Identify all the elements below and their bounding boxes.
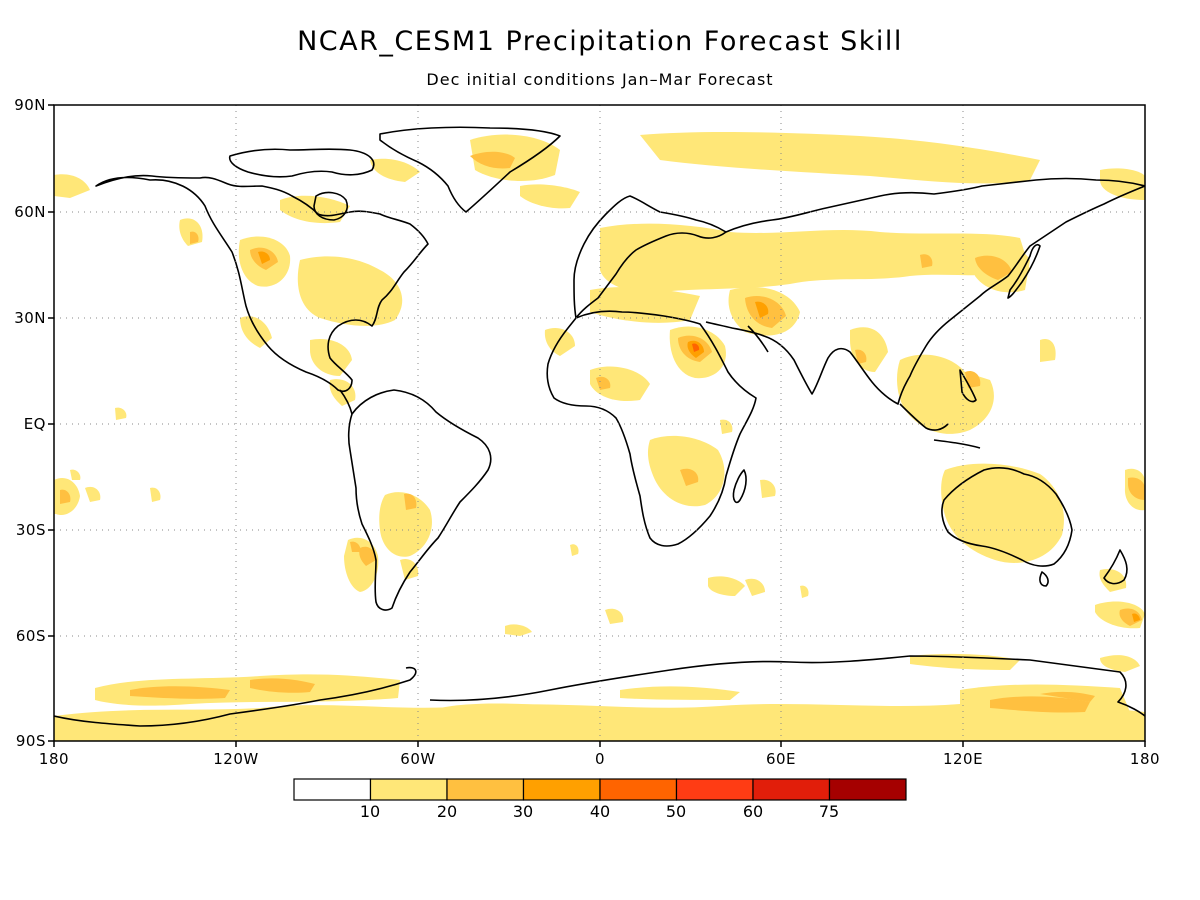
lat-label-60s: 60S — [15, 627, 46, 645]
lat-label-60n: 60N — [14, 203, 46, 221]
lon-label-60w: 60W — [400, 750, 436, 768]
colorbar-label-60: 60 — [742, 802, 764, 821]
lon-label-180w: 180 — [38, 750, 70, 768]
colorbar-box — [599, 778, 678, 801]
map-subtitle: Dec initial conditions Jan–Mar Forecast — [426, 70, 774, 89]
colorbar-box — [828, 778, 907, 801]
coastlines — [54, 126, 1145, 727]
colorbar-box — [522, 778, 601, 801]
lon-label-120e: 120E — [942, 750, 984, 768]
colorbar-box — [369, 778, 448, 801]
colorbar-label-50: 50 — [665, 802, 687, 821]
map-title: NCAR_CESM1 Precipitation Forecast Skill — [297, 26, 903, 57]
tick-marks — [48, 104, 1146, 747]
colorbar-label-30: 30 — [512, 802, 534, 821]
lat-label-eq: EQ — [23, 415, 46, 433]
colorbar-label-10: 10 — [359, 802, 381, 821]
lat-label-30n: 30N — [14, 309, 46, 327]
colorbar-box — [752, 778, 831, 801]
lon-label-60e: 60E — [765, 750, 797, 768]
colorbar-label-75: 75 — [818, 802, 840, 821]
colorbar-box — [446, 778, 525, 801]
colorbar-label-20: 20 — [436, 802, 458, 821]
lon-label-180e: 180 — [1129, 750, 1161, 768]
lat-label-90s: 90S — [15, 732, 46, 750]
lat-label-90n: 90N — [14, 96, 46, 114]
lat-label-30s: 30S — [15, 521, 46, 539]
skill-shading — [54, 132, 1145, 741]
gridlines — [54, 105, 1145, 741]
colorbar-label-40: 40 — [589, 802, 611, 821]
colorbar-box — [293, 778, 372, 801]
lon-label-120w: 120W — [213, 750, 259, 768]
colorbar — [293, 778, 907, 801]
lon-label-0: 0 — [594, 750, 606, 768]
colorbar-box — [675, 778, 754, 801]
